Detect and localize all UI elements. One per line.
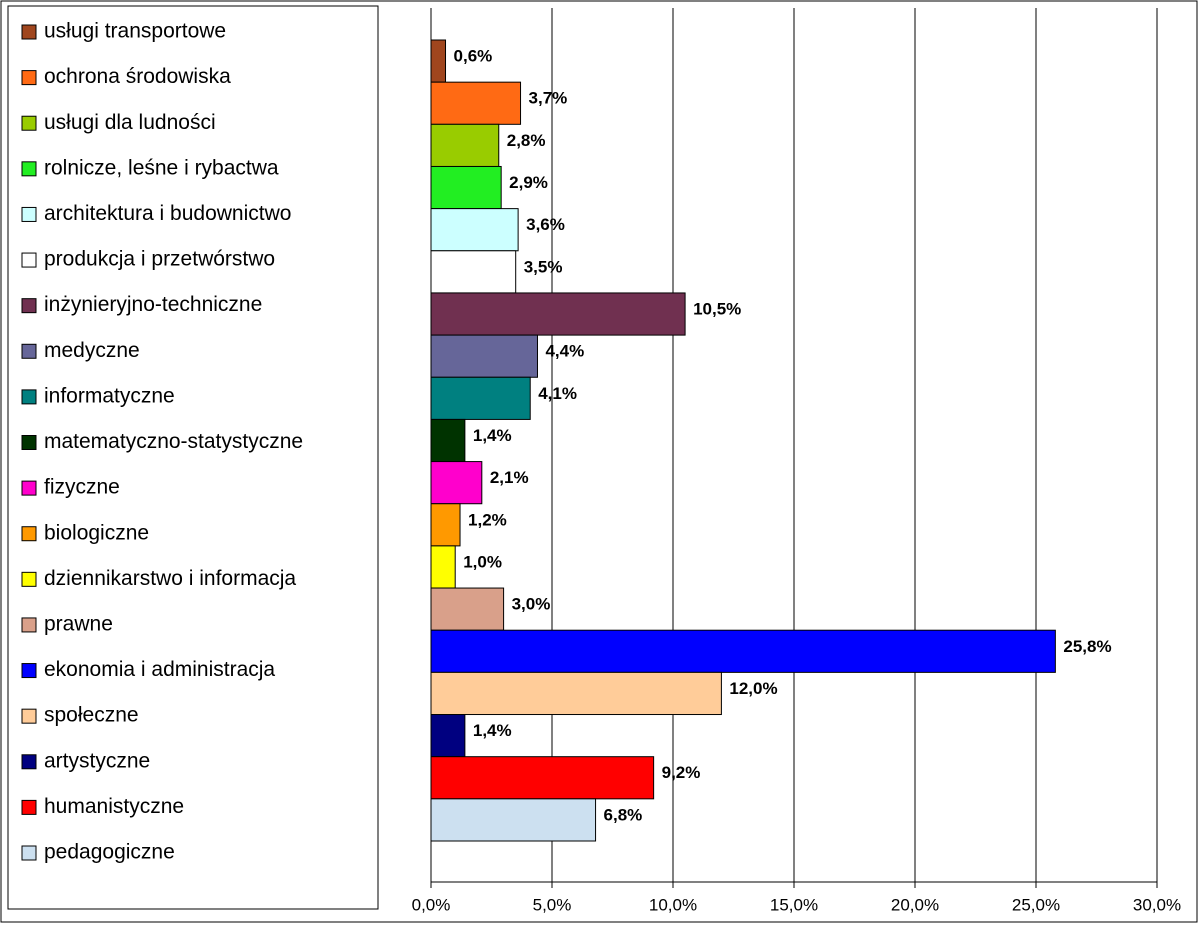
legend-label: architektura i budownictwo <box>44 202 291 225</box>
legend-swatch <box>21 298 37 314</box>
data-label: 9,2% <box>662 763 701 782</box>
x-tick-label: 0,0% <box>412 895 451 914</box>
x-tick-label: 10,0% <box>649 895 697 914</box>
legend-swatch <box>21 617 37 633</box>
legend-swatch <box>21 389 37 405</box>
data-label: 3,5% <box>524 257 563 276</box>
legend-label: medyczne <box>44 339 140 362</box>
data-label: 12,0% <box>729 679 777 698</box>
bar <box>430 208 519 252</box>
bar <box>430 461 483 505</box>
bar <box>430 123 500 167</box>
data-label: 1,4% <box>473 721 512 740</box>
legend-label: produkcja i przetwórstwo <box>44 248 275 271</box>
data-label: 25,8% <box>1063 637 1111 656</box>
legend-label: usługi dla ludności <box>44 111 216 134</box>
legend-swatch <box>21 115 37 131</box>
legend-label: humanistyczne <box>44 795 184 818</box>
legend-swatch <box>21 663 37 679</box>
data-label: 2,9% <box>509 173 548 192</box>
bar <box>430 165 502 210</box>
legend-swatch <box>21 708 37 724</box>
bar <box>430 798 597 842</box>
bar <box>430 418 466 463</box>
data-label: 2,8% <box>507 131 546 150</box>
legend-box <box>7 5 379 910</box>
data-label: 1,0% <box>463 552 502 571</box>
bar <box>430 39 447 83</box>
legend-label: ekonomia i administracja <box>44 658 275 681</box>
bar <box>430 714 466 758</box>
data-label: 2,1% <box>490 468 529 487</box>
legend-swatch <box>21 24 37 40</box>
x-tick-label: 25,0% <box>1012 895 1060 914</box>
legend-label: prawne <box>44 612 113 635</box>
bar <box>430 756 655 800</box>
bar <box>430 587 505 631</box>
legend-label: usługi transportowe <box>44 20 226 43</box>
bar <box>430 250 517 294</box>
data-label: 3,7% <box>529 89 568 108</box>
legend-label: rolnicze, leśne i rybactwa <box>44 156 279 179</box>
legend-label: ochrona środowiska <box>44 65 231 88</box>
legend-label: dziennikarstwo i informacja <box>44 567 296 590</box>
x-tick-label: 5,0% <box>533 895 572 914</box>
legend-label: informatyczne <box>44 384 175 407</box>
legend-label: biologiczne <box>44 521 149 544</box>
legend-swatch <box>21 206 37 222</box>
legend-label: artystyczne <box>44 749 150 772</box>
x-tick-label: 30,0% <box>1133 895 1181 914</box>
data-label: 1,4% <box>473 426 512 445</box>
legend-swatch <box>21 161 37 177</box>
bar <box>430 545 456 589</box>
legend-swatch <box>21 571 37 587</box>
bar <box>430 503 461 547</box>
data-label: 4,1% <box>538 384 577 403</box>
bar <box>430 334 538 378</box>
bar <box>430 671 722 716</box>
legend-swatch <box>21 480 37 496</box>
legend-swatch <box>21 252 37 268</box>
data-label: 1,2% <box>468 510 507 529</box>
bar <box>430 376 531 420</box>
x-tick-label: 20,0% <box>891 895 939 914</box>
legend-label: fizyczne <box>44 476 120 499</box>
bar <box>430 81 522 125</box>
data-label: 4,4% <box>545 342 584 361</box>
legend-swatch <box>21 343 37 359</box>
bar <box>430 629 1056 673</box>
legend-swatch <box>21 845 37 861</box>
x-tick-label: 15,0% <box>770 895 818 914</box>
data-label: 3,0% <box>512 595 551 614</box>
legend-swatch <box>21 70 37 86</box>
bar <box>430 292 686 336</box>
legend-label: pedagogiczne <box>44 841 175 864</box>
data-label: 0,6% <box>454 47 493 66</box>
legend-label: matematyczno-statystyczne <box>44 430 303 453</box>
legend-swatch <box>21 754 37 770</box>
legend-label: inżynieryjno-techniczne <box>44 293 262 316</box>
data-label: 3,6% <box>526 215 565 234</box>
legend-label: społeczne <box>44 704 139 727</box>
legend-swatch <box>21 526 37 542</box>
legend-swatch <box>21 435 37 450</box>
data-label: 10,5% <box>693 300 741 319</box>
legend-swatch <box>21 799 37 815</box>
data-label: 6,8% <box>604 805 643 824</box>
